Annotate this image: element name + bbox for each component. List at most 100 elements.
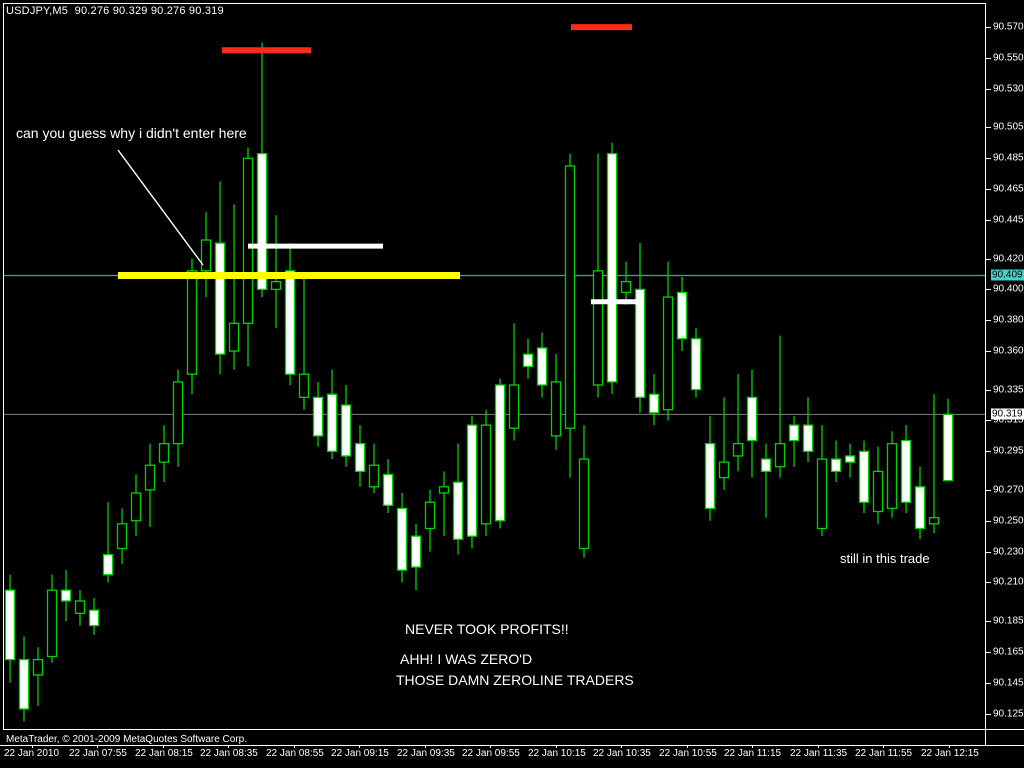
price-label: 90.465 — [993, 183, 1024, 195]
candle[interactable] — [466, 415, 478, 549]
time-label: 22 Jan 12:15 — [921, 748, 979, 759]
candle[interactable] — [326, 369, 338, 460]
candle[interactable] — [172, 369, 184, 467]
candle[interactable] — [32, 647, 44, 706]
candle[interactable] — [634, 243, 646, 413]
candle[interactable] — [368, 443, 380, 493]
candle-body-down — [802, 424, 814, 452]
time-label: 22 Jan 11:55 — [855, 748, 913, 759]
candle[interactable] — [676, 277, 688, 352]
candle[interactable] — [102, 502, 114, 583]
candle[interactable] — [354, 425, 366, 487]
candle[interactable] — [298, 277, 310, 410]
candle[interactable] — [508, 323, 520, 441]
candle[interactable] — [802, 397, 814, 463]
candle[interactable] — [858, 440, 870, 514]
time-scale[interactable]: 22 Jan 2010 22 Jan 07:55 22 Jan 08:15 22 Ja… — [0, 745, 1024, 768]
candle[interactable] — [88, 597, 100, 635]
candle[interactable] — [340, 385, 352, 467]
candle-body-up — [130, 492, 142, 522]
candle[interactable] — [494, 378, 506, 529]
candle[interactable] — [424, 489, 436, 552]
candle[interactable] — [242, 147, 254, 367]
price-label: 90.315 — [993, 414, 1024, 426]
candle[interactable] — [46, 574, 58, 663]
price-label: 90.360 — [993, 345, 1024, 357]
candle[interactable] — [144, 443, 156, 527]
candle[interactable] — [550, 354, 562, 450]
candle[interactable] — [648, 374, 660, 426]
candle[interactable] — [452, 443, 464, 555]
candle[interactable] — [872, 446, 884, 524]
price-scale[interactable]: 90.570 90.550 90.530 90.505 90.485 90.465 90.4… — [986, 4, 1024, 729]
candle-body-up — [424, 501, 436, 530]
price-tick — [986, 552, 991, 553]
candle[interactable] — [914, 466, 926, 540]
price-tick — [986, 582, 991, 583]
candle[interactable] — [270, 215, 282, 328]
chart-plot-area[interactable] — [4, 4, 985, 729]
candle[interactable] — [396, 492, 408, 583]
candle[interactable] — [312, 381, 324, 447]
price-tick — [986, 58, 991, 59]
candle[interactable] — [690, 327, 702, 398]
candle[interactable] — [536, 332, 548, 398]
candle[interactable] — [284, 243, 296, 386]
price-label: 90.445 — [993, 214, 1024, 226]
candle[interactable] — [116, 508, 128, 564]
candle[interactable] — [942, 398, 954, 482]
candle[interactable] — [438, 471, 450, 537]
candle-body-up — [480, 424, 492, 525]
candle[interactable] — [410, 523, 422, 591]
candle[interactable] — [760, 443, 772, 518]
candle-body-down — [942, 413, 954, 482]
candlestick-svg — [4, 24, 985, 722]
candle[interactable] — [704, 415, 716, 521]
chart-frame-top — [3, 3, 986, 4]
candle-body-up — [774, 442, 786, 468]
candle[interactable] — [928, 394, 940, 534]
candle[interactable] — [774, 335, 786, 478]
time-label: 22 Jan 07:55 — [69, 748, 127, 759]
candle[interactable] — [522, 338, 534, 379]
candle[interactable] — [4, 574, 16, 683]
candle[interactable] — [60, 570, 72, 622]
candle-body-down — [788, 424, 800, 442]
candle[interactable] — [620, 261, 632, 305]
candle[interactable] — [564, 153, 576, 478]
price-tick — [986, 621, 991, 622]
candle-body-down — [704, 442, 716, 510]
candle[interactable] — [130, 474, 142, 537]
candle[interactable] — [74, 590, 86, 626]
candle[interactable] — [382, 459, 394, 514]
candle[interactable] — [788, 415, 800, 467]
candle-body-down — [900, 439, 912, 503]
time-label: 22 Jan 11:15 — [724, 748, 782, 759]
candle[interactable] — [844, 443, 856, 478]
candle[interactable] — [200, 212, 212, 298]
candle[interactable] — [718, 397, 730, 490]
candle[interactable] — [228, 204, 240, 370]
candle[interactable] — [606, 142, 618, 395]
candle[interactable] — [732, 374, 744, 472]
candle-body-up — [144, 464, 156, 491]
current-price-tag: 90.319 — [991, 408, 1024, 420]
candle[interactable] — [886, 431, 898, 518]
price-label: 90.210 — [993, 576, 1024, 588]
candle-body-down — [4, 589, 16, 661]
time-tick — [490, 745, 491, 748]
candle[interactable] — [900, 425, 912, 514]
candle[interactable] — [662, 261, 674, 421]
candle[interactable] — [592, 153, 604, 398]
candle[interactable] — [816, 425, 828, 537]
candle[interactable] — [256, 42, 268, 298]
candle-body-down — [606, 152, 618, 383]
candle[interactable] — [746, 369, 758, 478]
candle[interactable] — [18, 636, 30, 722]
candle[interactable] — [186, 258, 198, 395]
candle[interactable] — [480, 409, 492, 537]
candle[interactable] — [830, 440, 842, 483]
candle[interactable] — [158, 425, 170, 483]
price-label: 90.335 — [993, 384, 1024, 396]
candle[interactable] — [578, 425, 590, 558]
